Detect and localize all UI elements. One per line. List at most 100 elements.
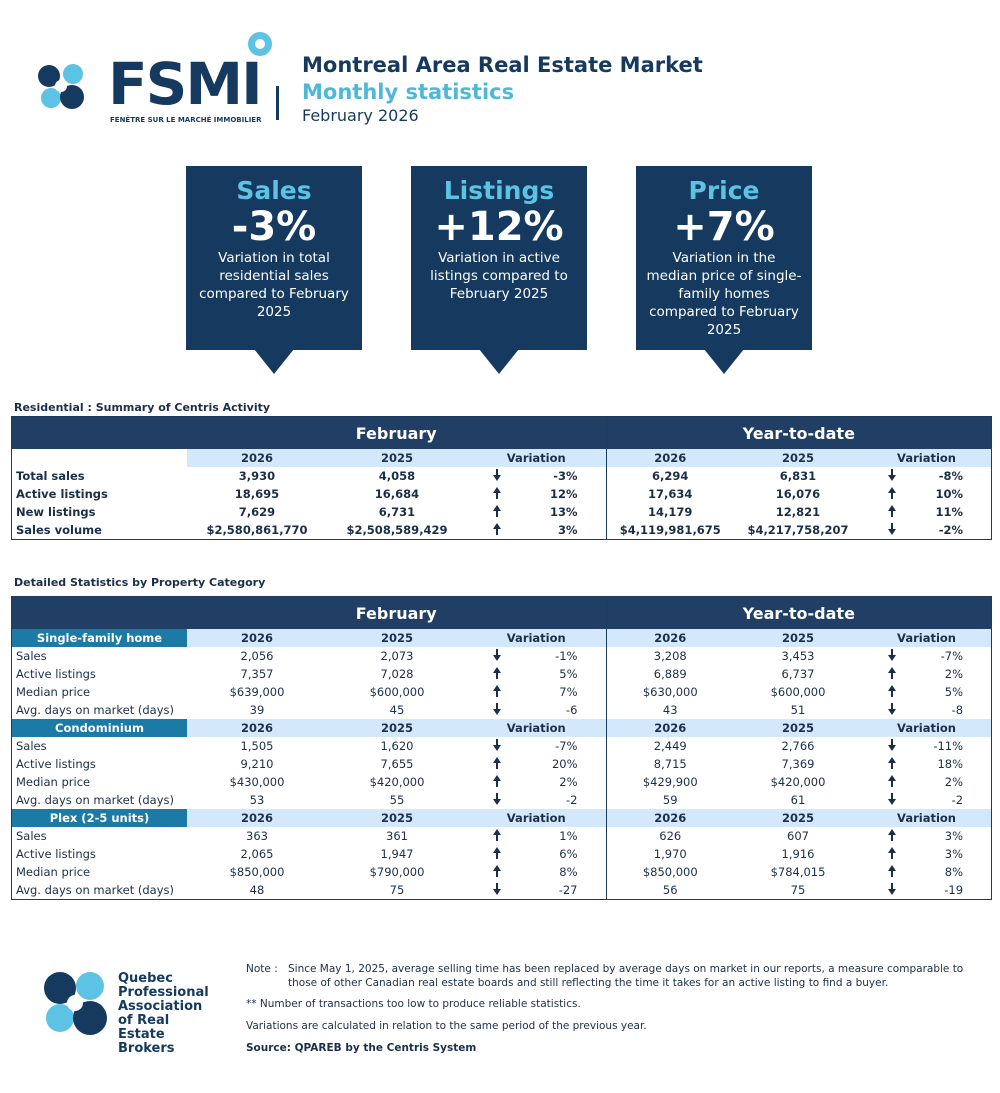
row-label: Active listings bbox=[16, 487, 108, 501]
cell: 363 bbox=[246, 829, 268, 843]
variation: -6 bbox=[471, 703, 602, 717]
cell: 43 bbox=[605, 701, 734, 719]
corner bbox=[12, 597, 187, 629]
group-header: Year-to-date bbox=[605, 597, 992, 629]
row-label: Median price bbox=[16, 685, 91, 699]
column-header: Variation bbox=[467, 449, 606, 467]
row-label: Sales volume bbox=[16, 523, 102, 537]
card: Sales -3% Variation in total residential s… bbox=[186, 166, 362, 374]
data-row: Avg. days on market (days) 39 45 -6 43 51 -8 bbox=[12, 701, 991, 719]
column-header: Variation bbox=[862, 629, 992, 647]
table: February Year-to-date 2026 2025 Variation 202… bbox=[12, 417, 992, 539]
row-label: Avg. days on market (days) bbox=[16, 703, 174, 717]
cell: 18,695 bbox=[234, 487, 280, 501]
card: Listings +12% Variation in active listings… bbox=[411, 166, 587, 374]
card-value: +7% bbox=[673, 204, 775, 250]
category-label: Plex (2-5 units) bbox=[12, 809, 187, 827]
data-row: Active listings 7,357 7,028 5% 6,889 6,737 2% bbox=[12, 665, 991, 683]
arrow-down bbox=[888, 703, 896, 715]
cell: 3,930 bbox=[238, 469, 276, 483]
variation-value: -7% bbox=[940, 649, 964, 663]
note-low: ** Number of transactions too low to pro… bbox=[246, 998, 581, 1010]
variation-value: -19 bbox=[944, 883, 964, 897]
note-variations: Variations are calculated in relation to… bbox=[246, 1020, 647, 1032]
row-label: Median price bbox=[16, 865, 91, 879]
card-pointer bbox=[479, 349, 519, 374]
variation-value: -2% bbox=[938, 523, 964, 537]
data-row: Active listings 2,065 1,947 6% 1,970 1,916 3% bbox=[12, 845, 991, 863]
cell: 361 bbox=[386, 829, 408, 843]
group-header-row: February Year-to-date bbox=[12, 417, 992, 449]
variation-value: 13% bbox=[549, 505, 578, 519]
note: Note : Since May 1, 2025, average sellin… bbox=[246, 962, 966, 990]
data-row: Sales volume $2,580,861,770 $2,508,589,429… bbox=[12, 521, 991, 539]
cell: $429,900 bbox=[605, 773, 734, 791]
arrow-up bbox=[888, 685, 896, 697]
column-header: 2025 bbox=[734, 449, 862, 467]
cell: 4,058 bbox=[378, 469, 416, 483]
variation: 2% bbox=[866, 775, 987, 789]
table: February Year-to-date Single-family home 20… bbox=[12, 597, 992, 899]
variation-cell: 5% bbox=[862, 683, 991, 701]
variation-cell: 3% bbox=[862, 845, 991, 863]
cell: 626 bbox=[605, 827, 734, 845]
variation: 13% bbox=[471, 505, 602, 519]
cell: $4,217,758,207 bbox=[747, 523, 849, 537]
column-header: 2026 bbox=[187, 809, 327, 827]
variation-value: 11% bbox=[935, 505, 964, 519]
column-header: 2025 bbox=[327, 629, 467, 647]
arrow-down bbox=[493, 883, 501, 895]
cell: $784,015 bbox=[770, 865, 826, 879]
variation-cell: 18% bbox=[862, 755, 991, 773]
data-row: Median price $639,000 $600,000 7% $630,000 $6… bbox=[12, 683, 991, 701]
column-header-row: Single-family home 2026 2025 Variation 2026 2… bbox=[12, 629, 992, 647]
detailed-table: February Year-to-date Single-family home 20… bbox=[11, 596, 992, 900]
variation-value: 3% bbox=[944, 847, 964, 861]
cell: 45 bbox=[389, 703, 405, 717]
variation-cell: -2 bbox=[467, 791, 606, 809]
variation: 20% bbox=[471, 757, 602, 771]
variation: -2% bbox=[866, 523, 987, 537]
cell: 2,449 bbox=[605, 737, 734, 755]
arrow-up bbox=[888, 829, 896, 841]
variation-value: 10% bbox=[935, 487, 964, 501]
card-label: Listings bbox=[443, 176, 555, 205]
variation-cell: 2% bbox=[862, 773, 991, 791]
card-text: Variation in the median price of single-… bbox=[646, 250, 802, 338]
arrow-up bbox=[493, 829, 501, 841]
column-header: Variation bbox=[862, 449, 992, 467]
variation-cell: 10% bbox=[862, 485, 991, 503]
variation-value: 20% bbox=[551, 757, 578, 771]
card-label: Price bbox=[688, 176, 760, 205]
variation-value: 8% bbox=[944, 865, 964, 879]
data-row: Sales 363 361 1% 626 607 3% bbox=[12, 827, 991, 845]
arrow-up bbox=[493, 685, 501, 697]
row-label: New listings bbox=[16, 505, 96, 519]
arrow-down bbox=[493, 703, 501, 715]
variation: 3% bbox=[471, 523, 602, 537]
variation: -27 bbox=[471, 883, 602, 897]
arrow-up bbox=[493, 523, 501, 535]
variation: 1% bbox=[471, 829, 602, 843]
column-header: 2026 bbox=[605, 719, 734, 737]
variation: -19 bbox=[866, 883, 987, 897]
variation-cell: -8% bbox=[862, 467, 991, 485]
arrow-down bbox=[493, 793, 501, 805]
row-label: Total sales bbox=[16, 469, 85, 483]
variation-cell: 7% bbox=[467, 683, 606, 701]
variation: -8 bbox=[866, 703, 987, 717]
note-text: Since May 1, 2025, average selling time … bbox=[288, 963, 964, 989]
variation: -2 bbox=[471, 793, 602, 807]
cell: $2,508,589,429 bbox=[346, 523, 448, 537]
column-header: 2025 bbox=[734, 719, 862, 737]
cell: $430,000 bbox=[229, 775, 285, 789]
variation-value: -2 bbox=[951, 793, 964, 807]
variation-value: -3% bbox=[553, 469, 578, 483]
cell: 7,369 bbox=[781, 757, 815, 771]
arrow-up bbox=[888, 775, 896, 787]
title: Montreal Area Real Estate Market bbox=[302, 53, 703, 77]
card: Price +7% Variation in the median price of… bbox=[636, 166, 812, 374]
cell: $639,000 bbox=[229, 685, 285, 699]
variation-cell: -6 bbox=[467, 701, 606, 719]
column-header: 2025 bbox=[734, 809, 862, 827]
